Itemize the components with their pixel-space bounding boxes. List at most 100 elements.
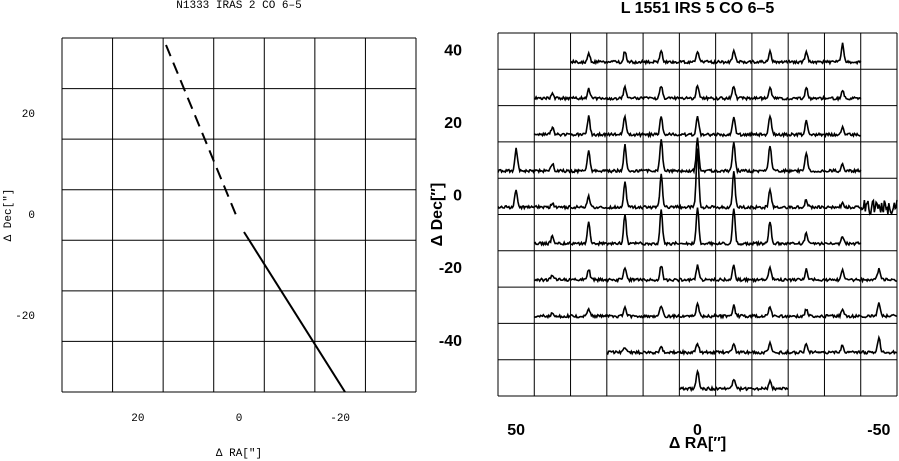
spectrum: [715, 171, 752, 210]
spectrum: [787, 230, 826, 247]
x-tick-label: -20: [330, 413, 350, 425]
spectrum: [533, 162, 572, 175]
x-tick-label: 0: [236, 413, 243, 425]
spectrum: [823, 124, 861, 139]
spectrum: [606, 113, 644, 139]
spectrum: [569, 150, 608, 175]
y-tick-label: 20: [444, 115, 462, 132]
spectrum: [787, 342, 826, 356]
spectrum: [679, 207, 716, 248]
spectrum: [824, 161, 862, 174]
spectrum: [642, 49, 680, 66]
spectrum: [533, 125, 571, 138]
spectrum: [715, 208, 753, 247]
outflow-axis: [165, 44, 237, 216]
spectrum: [823, 89, 862, 102]
spectrum: [751, 305, 789, 319]
spectrum: [642, 345, 680, 356]
spectrum: [678, 116, 716, 138]
spectrum: [787, 198, 826, 211]
spectrum: [497, 189, 535, 211]
spectrum: [751, 221, 789, 247]
spectrum: [824, 200, 862, 210]
spectrum: [678, 368, 717, 393]
spectrum: [824, 236, 862, 247]
spectrum: [751, 113, 789, 139]
y-tick-label: 40: [444, 42, 462, 59]
spectrum: [569, 115, 607, 138]
x-axis-label: Δ RA[″]: [669, 435, 726, 452]
spectrum: [751, 264, 789, 284]
spectrum: [751, 378, 789, 392]
x-axis-label: Δ RA[″]: [216, 448, 262, 460]
y-tick-label: -40: [439, 333, 462, 350]
spectrum: [642, 209, 680, 247]
y-axis-label: Δ Dec[″]: [429, 183, 446, 247]
spectrum: [606, 347, 644, 356]
spectrum: [751, 85, 789, 102]
spectrum: [606, 181, 644, 210]
spectrum: [533, 91, 571, 102]
x-tick-label: 50: [507, 422, 525, 439]
spectrum: [679, 137, 717, 175]
spectrum: [715, 264, 753, 284]
spectrum: [606, 266, 644, 284]
spectrum: [860, 302, 898, 319]
spectrum: [679, 264, 717, 283]
spectrum: [751, 339, 789, 356]
spectrum: [570, 306, 608, 320]
spectrum: [570, 221, 607, 247]
spectrum: [534, 274, 571, 283]
spectrum: [787, 150, 825, 175]
spectrum: [714, 342, 752, 356]
spectrum: [860, 334, 898, 356]
spectrum: [606, 214, 644, 247]
y-tick-label: -20: [15, 311, 35, 323]
spectrum: [533, 233, 571, 247]
spectrum: [715, 142, 753, 175]
spectrum: [823, 267, 862, 283]
spectrum: [679, 50, 717, 65]
spectrum: [823, 42, 862, 66]
spectrum: [497, 147, 536, 174]
spectrum: [570, 269, 608, 284]
spectrum: [642, 116, 680, 139]
spectrum: [642, 173, 680, 210]
spectrum: [643, 265, 681, 283]
spectrum: [643, 139, 680, 175]
spectrum: [715, 304, 753, 320]
spectrum: [534, 202, 572, 211]
spectrum: [787, 119, 825, 138]
spectrum: [570, 87, 608, 102]
spectrum: [860, 267, 897, 284]
spectrum: [606, 304, 644, 320]
spectrum: [678, 342, 717, 356]
spectrum: [679, 84, 716, 102]
chart-title: N1333 IRAS 2 CO 6–5: [176, 0, 301, 12]
spectrum: [714, 85, 753, 102]
y-tick-label: 20: [22, 109, 35, 121]
spectrum: [570, 192, 608, 210]
y-axis-label: Δ Dec[″]: [3, 189, 15, 242]
spectrum: [715, 48, 753, 65]
spectrum: [715, 116, 753, 138]
outflow-axis: [243, 231, 346, 393]
spectrum: [606, 143, 644, 174]
y-tick-label: 0: [28, 210, 35, 222]
spectrum: [787, 86, 826, 102]
spectrum: [569, 50, 608, 66]
spectrum: [859, 198, 898, 216]
x-tick-label: 20: [131, 413, 144, 425]
spectrum: [679, 301, 717, 320]
spectrum: [823, 344, 862, 355]
x-tick-label: 0: [693, 422, 702, 439]
spectrum: [823, 307, 862, 320]
spectrum: [678, 148, 716, 211]
spectrum: [751, 145, 789, 175]
spectrum: [788, 308, 825, 319]
spectrum: [714, 378, 753, 393]
y-tick-label: -20: [439, 260, 462, 277]
spectrum: [787, 48, 826, 66]
